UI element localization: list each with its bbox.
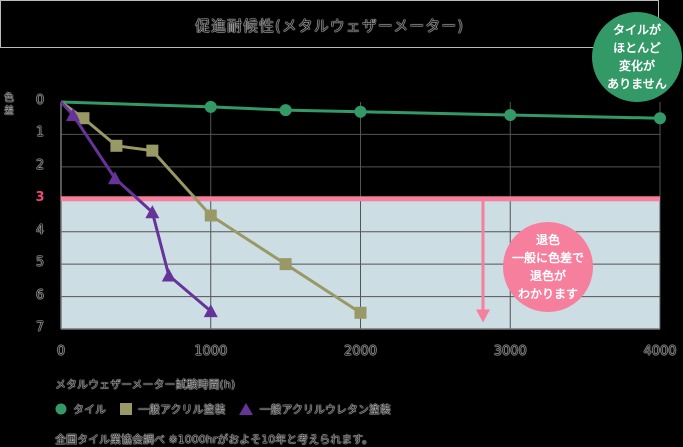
legend-label: タイル [73,403,106,416]
square-marker [354,306,367,319]
y-tick-label: 2 [35,157,45,173]
legend-item-tile: タイル [55,401,106,417]
y-tick-label: 0 [35,93,45,108]
y-axis-label: 色差 [4,93,14,117]
fade-callout-badge: 退色 一般に色差で 退色が わかります [503,222,593,312]
down-arrow-icon [476,309,490,323]
y-tick-label: 1 [35,125,45,141]
footnote: 全国タイル業協会調べ ※1000hrがおよそ10年と考えられます。 [55,433,374,446]
square-marker [279,258,292,271]
legend-label: 一般アクリル塗装 [138,403,226,416]
square-marker [77,112,90,125]
square-marker [204,209,217,222]
circle-marker [279,104,292,117]
triangle-marker [107,171,122,185]
square-marker-icon [120,403,132,415]
x-tick-label: 0 [56,344,66,359]
y-tick-label: 5 [35,255,45,271]
legend: タイル 一般アクリル塗装 一般アクリルウレタン塗装 [55,401,405,417]
circle-marker [504,108,517,121]
x-tick-label: 2000 [343,344,378,359]
legend-label: 一般アクリルウレタン塗装 [259,403,391,416]
x-tick-label: 1000 [194,344,228,359]
y-tick-label: 3 [35,190,45,206]
circle-marker-icon [55,403,67,415]
x-tick-label: 3000 [493,344,527,359]
threshold-line [61,196,660,202]
triangle-marker [203,304,218,318]
triangle-marker-icon [239,403,254,415]
square-marker [146,144,159,157]
legend-item-urethane: 一般アクリルウレタン塗装 [239,401,391,417]
triangle-marker [145,205,160,219]
legend-item-acrylic: 一般アクリル塗装 [120,401,225,417]
square-marker [110,139,123,152]
y-tick-label: 7 [35,320,45,335]
triangle-marker [65,107,80,121]
x-axis-label: メタルウェザーメーター試験時間(h) [55,378,236,391]
chart-title: 促進耐候性(メタルウェザーメーター) [194,17,465,35]
series-line [60,100,661,120]
y-tick-label: 4 [35,222,45,238]
tile-callout-badge: タイルが ほとんど 変化が ありません [592,12,682,102]
y-tick-label: 6 [35,287,45,303]
triangle-marker [161,268,176,282]
circle-marker [204,100,217,113]
circle-marker [354,105,367,118]
x-tick-label: 4000 [643,344,677,359]
circle-marker [654,112,666,125]
